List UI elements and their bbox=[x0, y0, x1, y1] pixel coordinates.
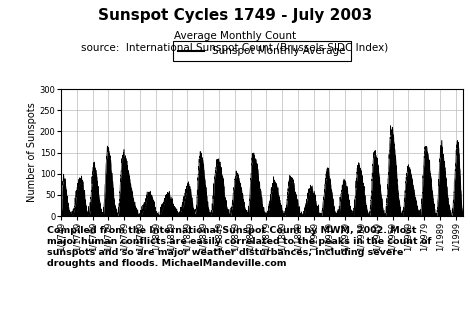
Text: Average Monthly Count: Average Monthly Count bbox=[174, 31, 296, 41]
Text: Sunspot Cycles 1749 - July 2003: Sunspot Cycles 1749 - July 2003 bbox=[98, 8, 372, 23]
Legend: Sunspot Monthly Average: Sunspot Monthly Average bbox=[173, 41, 351, 61]
Y-axis label: Number of Sunspots: Number of Sunspots bbox=[27, 103, 37, 203]
Text: Compiled from the International Sunspot Count by MWM, 2002. Most
major human con: Compiled from the International Sunspot … bbox=[47, 226, 431, 268]
Text: source:  International Sunspot Count (Brussels SIDC Index): source: International Sunspot Count (Bru… bbox=[81, 43, 389, 53]
